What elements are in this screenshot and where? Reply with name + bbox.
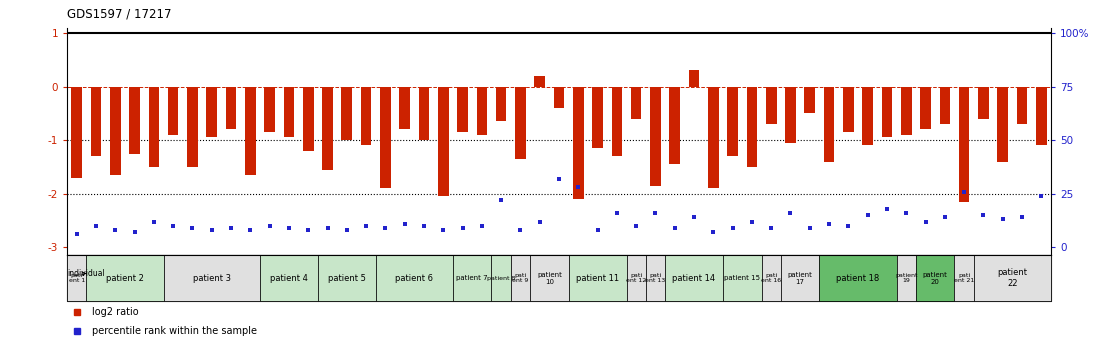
Bar xyxy=(689,70,700,87)
Bar xyxy=(723,255,761,301)
Text: patient
17: patient 17 xyxy=(788,272,813,285)
Bar xyxy=(805,87,815,113)
Bar xyxy=(110,87,121,175)
Text: patient 2: patient 2 xyxy=(106,274,144,283)
Text: pati
ent 12: pati ent 12 xyxy=(626,273,646,284)
Text: patient 14: patient 14 xyxy=(672,274,716,283)
Bar xyxy=(665,255,723,301)
Bar xyxy=(708,87,719,188)
Text: pati
ent 16: pati ent 16 xyxy=(761,273,781,284)
Text: patient
20: patient 20 xyxy=(922,272,948,285)
Text: patient 6: patient 6 xyxy=(396,274,434,283)
Bar xyxy=(511,255,530,301)
Text: patient 8: patient 8 xyxy=(487,276,515,280)
Text: patient 11: patient 11 xyxy=(576,274,619,283)
Bar xyxy=(955,255,974,301)
Bar xyxy=(226,87,236,129)
Bar xyxy=(453,255,492,301)
Text: patient 5: patient 5 xyxy=(328,274,366,283)
Bar xyxy=(574,87,584,199)
Bar xyxy=(476,87,487,135)
Text: patient
22: patient 22 xyxy=(997,268,1027,288)
Text: patient 18: patient 18 xyxy=(836,274,880,283)
Bar xyxy=(67,255,86,301)
Bar xyxy=(1036,87,1046,146)
Text: log2 ratio: log2 ratio xyxy=(92,307,139,317)
Bar xyxy=(260,255,318,301)
Text: patient 7: patient 7 xyxy=(456,275,487,281)
Bar xyxy=(1016,87,1027,124)
Bar xyxy=(457,87,467,132)
Bar xyxy=(86,255,163,301)
Text: patient 15: patient 15 xyxy=(724,275,760,281)
Text: pati
ent 21: pati ent 21 xyxy=(954,273,974,284)
Bar xyxy=(612,87,623,156)
Text: GDS1597 / 17217: GDS1597 / 17217 xyxy=(67,8,171,21)
Bar xyxy=(897,255,916,301)
Bar xyxy=(824,87,834,161)
Bar xyxy=(761,255,780,301)
Bar xyxy=(920,87,931,129)
Bar xyxy=(593,87,603,148)
Bar xyxy=(207,87,217,137)
Bar xyxy=(245,87,256,175)
Bar xyxy=(438,87,448,196)
Bar xyxy=(380,87,390,188)
Bar xyxy=(959,87,969,202)
Bar xyxy=(626,255,646,301)
Bar xyxy=(631,87,642,119)
Bar xyxy=(997,87,1008,161)
Bar xyxy=(187,87,198,167)
Bar xyxy=(163,255,260,301)
Bar xyxy=(376,255,453,301)
Bar xyxy=(168,87,179,135)
Text: patient
19: patient 19 xyxy=(896,273,918,284)
Bar xyxy=(399,87,410,129)
Bar xyxy=(515,87,525,159)
Bar xyxy=(978,87,988,119)
Bar xyxy=(974,255,1051,301)
Bar xyxy=(819,255,897,301)
Bar xyxy=(72,87,82,178)
Text: patient
10: patient 10 xyxy=(537,272,561,285)
Text: percentile rank within the sample: percentile rank within the sample xyxy=(92,326,257,336)
Bar xyxy=(651,87,661,186)
Text: pati
ent 13: pati ent 13 xyxy=(645,273,665,284)
Bar xyxy=(495,87,506,121)
Bar xyxy=(492,255,511,301)
Text: individual: individual xyxy=(67,269,105,278)
Bar xyxy=(264,87,275,132)
Bar xyxy=(318,255,376,301)
Bar xyxy=(862,87,873,146)
Bar xyxy=(361,87,371,146)
Bar xyxy=(785,87,796,143)
Bar xyxy=(646,255,665,301)
Bar xyxy=(939,87,950,124)
Bar xyxy=(303,87,313,151)
Bar xyxy=(322,87,333,170)
Bar xyxy=(130,87,140,154)
Bar xyxy=(901,87,911,135)
Bar xyxy=(91,87,102,156)
Bar xyxy=(418,87,429,140)
Bar xyxy=(916,255,955,301)
Bar xyxy=(284,87,294,137)
Bar xyxy=(530,255,569,301)
Bar xyxy=(843,87,854,132)
Bar xyxy=(882,87,892,137)
Bar xyxy=(728,87,738,156)
Bar xyxy=(149,87,159,167)
Text: pati
ent 1: pati ent 1 xyxy=(68,273,85,284)
Text: pati
ent 9: pati ent 9 xyxy=(512,273,529,284)
Bar xyxy=(569,255,626,301)
Bar xyxy=(747,87,757,167)
Bar xyxy=(341,87,352,140)
Bar xyxy=(766,87,777,124)
Bar xyxy=(670,87,680,164)
Bar xyxy=(553,87,565,108)
Text: patient 4: patient 4 xyxy=(269,274,307,283)
Bar xyxy=(780,255,819,301)
Bar xyxy=(534,76,544,87)
Text: patient 3: patient 3 xyxy=(192,274,230,283)
